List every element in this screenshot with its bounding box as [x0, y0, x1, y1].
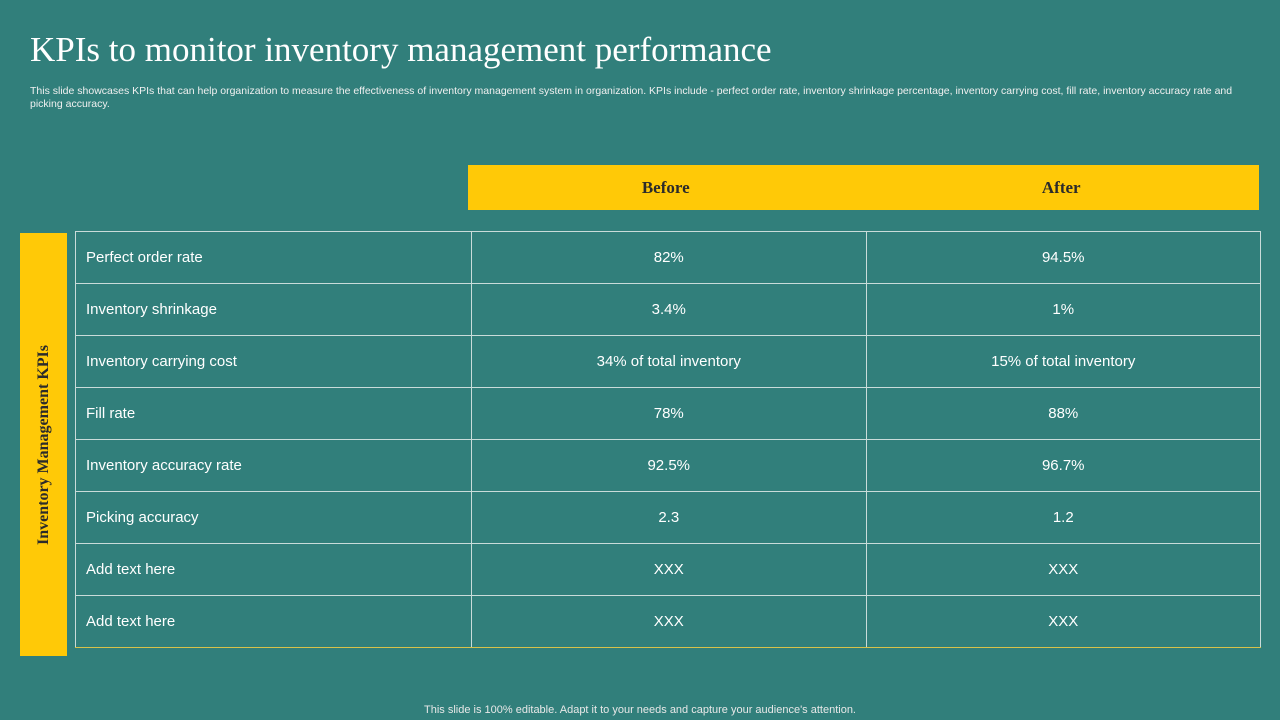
header-after: After: [1041, 177, 1081, 197]
table-row: Inventory carrying cost 34% of total inv…: [75, 335, 1261, 388]
before-value: 3.4%: [471, 283, 867, 336]
after-value: XXX: [865, 543, 1261, 596]
kpi-name: Inventory carrying cost: [75, 335, 472, 388]
table-row: Inventory accuracy rate 92.5% 96.7%: [75, 439, 1261, 492]
after-value: 88%: [865, 387, 1261, 440]
table-row: Perfect order rate 82% 94.5%: [75, 231, 1261, 284]
before-value: XXX: [471, 543, 867, 596]
table-row: Inventory shrinkage 3.4% 1%: [75, 283, 1261, 336]
table-row: Add text here XXX XXX: [75, 543, 1261, 596]
after-value: 15% of total inventory: [865, 335, 1261, 388]
column-header-bar: Before After: [468, 165, 1259, 210]
after-value: 96.7%: [865, 439, 1261, 492]
header-before: Before: [641, 177, 690, 197]
after-value: 94.5%: [865, 231, 1261, 284]
kpi-name: Perfect order rate: [75, 231, 472, 284]
kpi-table: Perfect order rate 82% 94.5% Inventory s…: [75, 231, 1261, 648]
table-row: Picking accuracy 2.3 1.2: [75, 491, 1261, 544]
before-value: 78%: [471, 387, 867, 440]
kpi-name: Picking accuracy: [75, 491, 472, 544]
slide-footer: This slide is 100% editable. Adapt it to…: [424, 704, 856, 716]
table-row: Fill rate 78% 88%: [75, 387, 1261, 440]
after-value: 1%: [865, 283, 1261, 336]
after-value: XXX: [865, 595, 1261, 648]
side-label-text: Inventory Management KPIs: [34, 344, 52, 545]
before-value: 82%: [471, 231, 867, 284]
before-value: 34% of total inventory: [471, 335, 867, 388]
after-value: 1.2: [865, 491, 1261, 544]
before-value: 2.3: [471, 491, 867, 544]
before-value: 92.5%: [471, 439, 867, 492]
slide-title: KPIs to monitor inventory management per…: [30, 30, 772, 69]
kpi-name: Inventory accuracy rate: [75, 439, 472, 492]
kpi-name: Add text here: [75, 595, 472, 648]
slide-subtitle: This slide showcases KPIs that can help …: [30, 85, 1233, 110]
kpi-name: Add text here: [75, 543, 472, 596]
kpi-name: Inventory shrinkage: [75, 283, 472, 336]
before-value: XXX: [471, 595, 867, 648]
side-label-bar: Inventory Management KPIs: [20, 233, 67, 656]
table-row: Add text here XXX XXX: [75, 595, 1261, 648]
kpi-name: Fill rate: [75, 387, 472, 440]
